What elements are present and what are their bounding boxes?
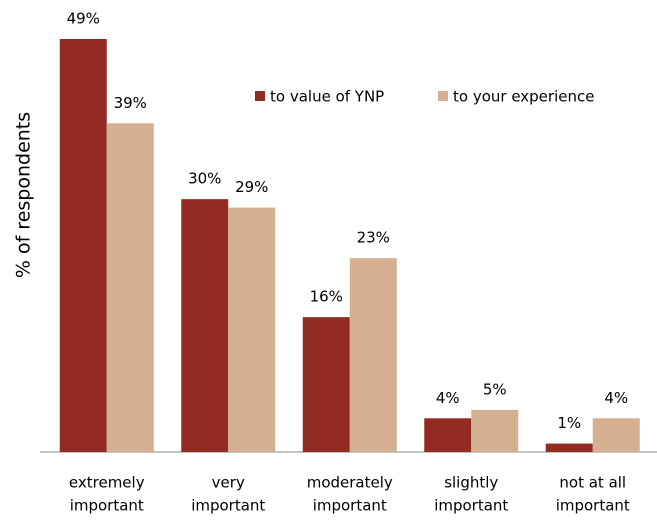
bar: [471, 409, 519, 452]
bar: [424, 418, 472, 452]
x-tick-label: extremely: [69, 474, 145, 492]
x-tick-label: important: [556, 497, 630, 515]
legend-swatch: [438, 91, 448, 101]
x-tick-label: not at all: [559, 474, 626, 492]
x-tick-label: moderately: [307, 474, 393, 492]
data-label: 5%: [483, 380, 507, 398]
data-label: 23%: [357, 229, 390, 247]
bar: [302, 317, 350, 452]
bar: [106, 123, 154, 453]
x-tick-label: important: [70, 497, 144, 515]
data-label: 30%: [188, 170, 221, 188]
x-tick-label: slightly: [444, 474, 498, 492]
bar: [59, 39, 107, 452]
x-tick-label: very: [212, 474, 245, 492]
data-label: 16%: [310, 288, 343, 306]
bar: [181, 199, 229, 452]
data-label: 4%: [436, 389, 460, 407]
bar: [349, 258, 397, 452]
bar: [228, 207, 276, 452]
data-label: 49%: [67, 10, 100, 28]
x-tick-label: important: [313, 497, 387, 515]
legend-label: to your experience: [453, 88, 594, 106]
bar: [592, 418, 640, 452]
x-tick-label: important: [434, 497, 508, 515]
bar: [545, 443, 593, 452]
y-axis-label: % of respondents: [13, 112, 35, 278]
data-label: 4%: [604, 389, 628, 407]
legend-label: to value of YNP: [270, 88, 384, 106]
legend-swatch: [255, 91, 265, 101]
data-label: 1%: [557, 414, 581, 432]
data-label: 39%: [114, 94, 147, 112]
data-label: 29%: [235, 178, 268, 196]
x-tick-label: important: [191, 497, 265, 515]
